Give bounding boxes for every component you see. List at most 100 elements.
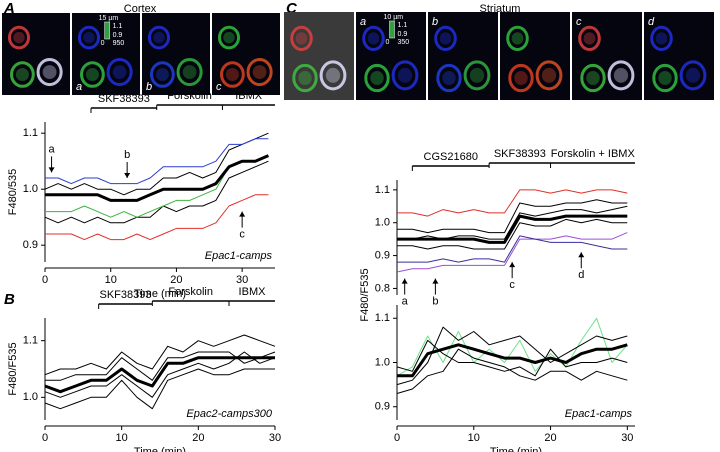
- cell-body: [367, 32, 380, 45]
- arrow-label: a: [402, 295, 409, 307]
- panel-title: Cortex: [124, 3, 157, 15]
- panel-label: B: [4, 291, 15, 308]
- y-tick-label: 1.0: [23, 391, 38, 403]
- cell: [436, 63, 462, 93]
- y-tick-label: 1.1: [375, 184, 390, 196]
- series-line: [44, 160, 269, 224]
- series-line: [396, 326, 628, 386]
- micrograph: [644, 12, 714, 100]
- y-axis-label: F480/F535: [359, 268, 371, 321]
- cell-body: [155, 67, 169, 82]
- y-tick-label: 1.0: [375, 217, 390, 229]
- cell: [220, 61, 245, 88]
- color-scale: [104, 21, 110, 40]
- micrograph: [428, 12, 498, 100]
- series-line: [397, 214, 628, 244]
- cell-body: [469, 67, 485, 83]
- cell: [364, 63, 390, 93]
- arrow-label: d: [578, 269, 584, 281]
- image-label: d: [648, 16, 655, 28]
- arrow-head: [509, 262, 516, 268]
- arrow-label: c: [509, 279, 515, 291]
- cell-body: [252, 65, 267, 80]
- x-tick-label: 20: [170, 274, 182, 286]
- treatment-label: Forskolin: [168, 286, 213, 298]
- series-line: [397, 343, 628, 378]
- cell: [319, 60, 347, 91]
- treatment-label: SKF38393: [98, 93, 150, 105]
- cell: [36, 57, 63, 87]
- y-tick-label: 0.9: [375, 401, 390, 413]
- cell: [508, 63, 534, 93]
- cell-body: [42, 65, 57, 80]
- scale-text: 0: [386, 39, 390, 46]
- image-label: b: [146, 81, 152, 93]
- cell-body: [442, 70, 456, 86]
- cell-body: [511, 32, 524, 45]
- micrograph: [142, 13, 210, 95]
- cell: [290, 25, 313, 51]
- cell: [652, 63, 678, 93]
- series-line: [44, 356, 275, 394]
- arrow-head: [401, 278, 408, 284]
- cell: [292, 63, 318, 93]
- cell: [77, 25, 101, 50]
- scale-text: 1.1: [398, 22, 408, 29]
- cell-body: [613, 67, 629, 83]
- y-tick-label: 0.9: [23, 239, 38, 251]
- image-label: a: [360, 16, 366, 28]
- cell-body: [439, 32, 452, 45]
- image-label: b: [432, 16, 438, 28]
- micrograph: [212, 13, 280, 95]
- treatment-label: IBMX: [239, 286, 267, 298]
- series-line: [45, 138, 269, 185]
- treatment-label: SKF38393: [494, 148, 546, 160]
- treatment-label: IBMX: [235, 90, 263, 102]
- cell: [580, 63, 606, 93]
- series-line: [397, 218, 628, 250]
- cell-body: [85, 67, 99, 82]
- y-tick-label: 1.0: [375, 356, 390, 368]
- y-tick-label: 0.8: [375, 282, 390, 294]
- cell: [650, 25, 673, 51]
- scale-text: 0.9: [398, 31, 408, 38]
- scale-text: 0.9: [113, 32, 123, 39]
- annotation: Epac2-camps300: [186, 408, 272, 420]
- x-tick-label: 20: [192, 432, 204, 444]
- cell-body: [370, 70, 384, 86]
- x-axis-label: Time (min): [134, 446, 186, 452]
- annotation: Epac1-camps: [205, 250, 273, 262]
- cell-body: [13, 31, 25, 44]
- y-axis-label: F480/535: [7, 169, 19, 215]
- series-line: [397, 235, 628, 263]
- scale-text: 350: [398, 39, 410, 46]
- cell-body: [397, 67, 413, 83]
- y-tick-label: 1.1: [375, 312, 390, 324]
- scale-text: 1.1: [113, 23, 123, 30]
- series-line: [396, 232, 628, 273]
- x-tick-label: 0: [42, 432, 48, 444]
- x-tick-label: 30: [236, 274, 248, 286]
- cell-body: [223, 31, 235, 44]
- cell-body: [583, 32, 596, 45]
- arrow-label: a: [49, 143, 56, 155]
- treatment-label: CGS21680: [424, 151, 478, 163]
- cell-body: [658, 70, 672, 86]
- cell: [246, 57, 273, 87]
- cell-body: [83, 31, 95, 44]
- x-tick-label: 30: [269, 432, 281, 444]
- y-tick-label: 1.1: [23, 127, 38, 139]
- arrow-head: [239, 211, 246, 217]
- series-line: [396, 317, 628, 377]
- cell-body: [182, 65, 197, 80]
- micrograph: [284, 12, 354, 100]
- image-label: c: [216, 81, 222, 93]
- cell-body: [586, 70, 600, 86]
- image-label: a: [76, 81, 82, 93]
- cell: [578, 25, 601, 51]
- x-tick-label: 0: [42, 274, 48, 286]
- series-line: [396, 339, 628, 377]
- panel-label: A: [3, 0, 15, 17]
- cell: [147, 25, 171, 50]
